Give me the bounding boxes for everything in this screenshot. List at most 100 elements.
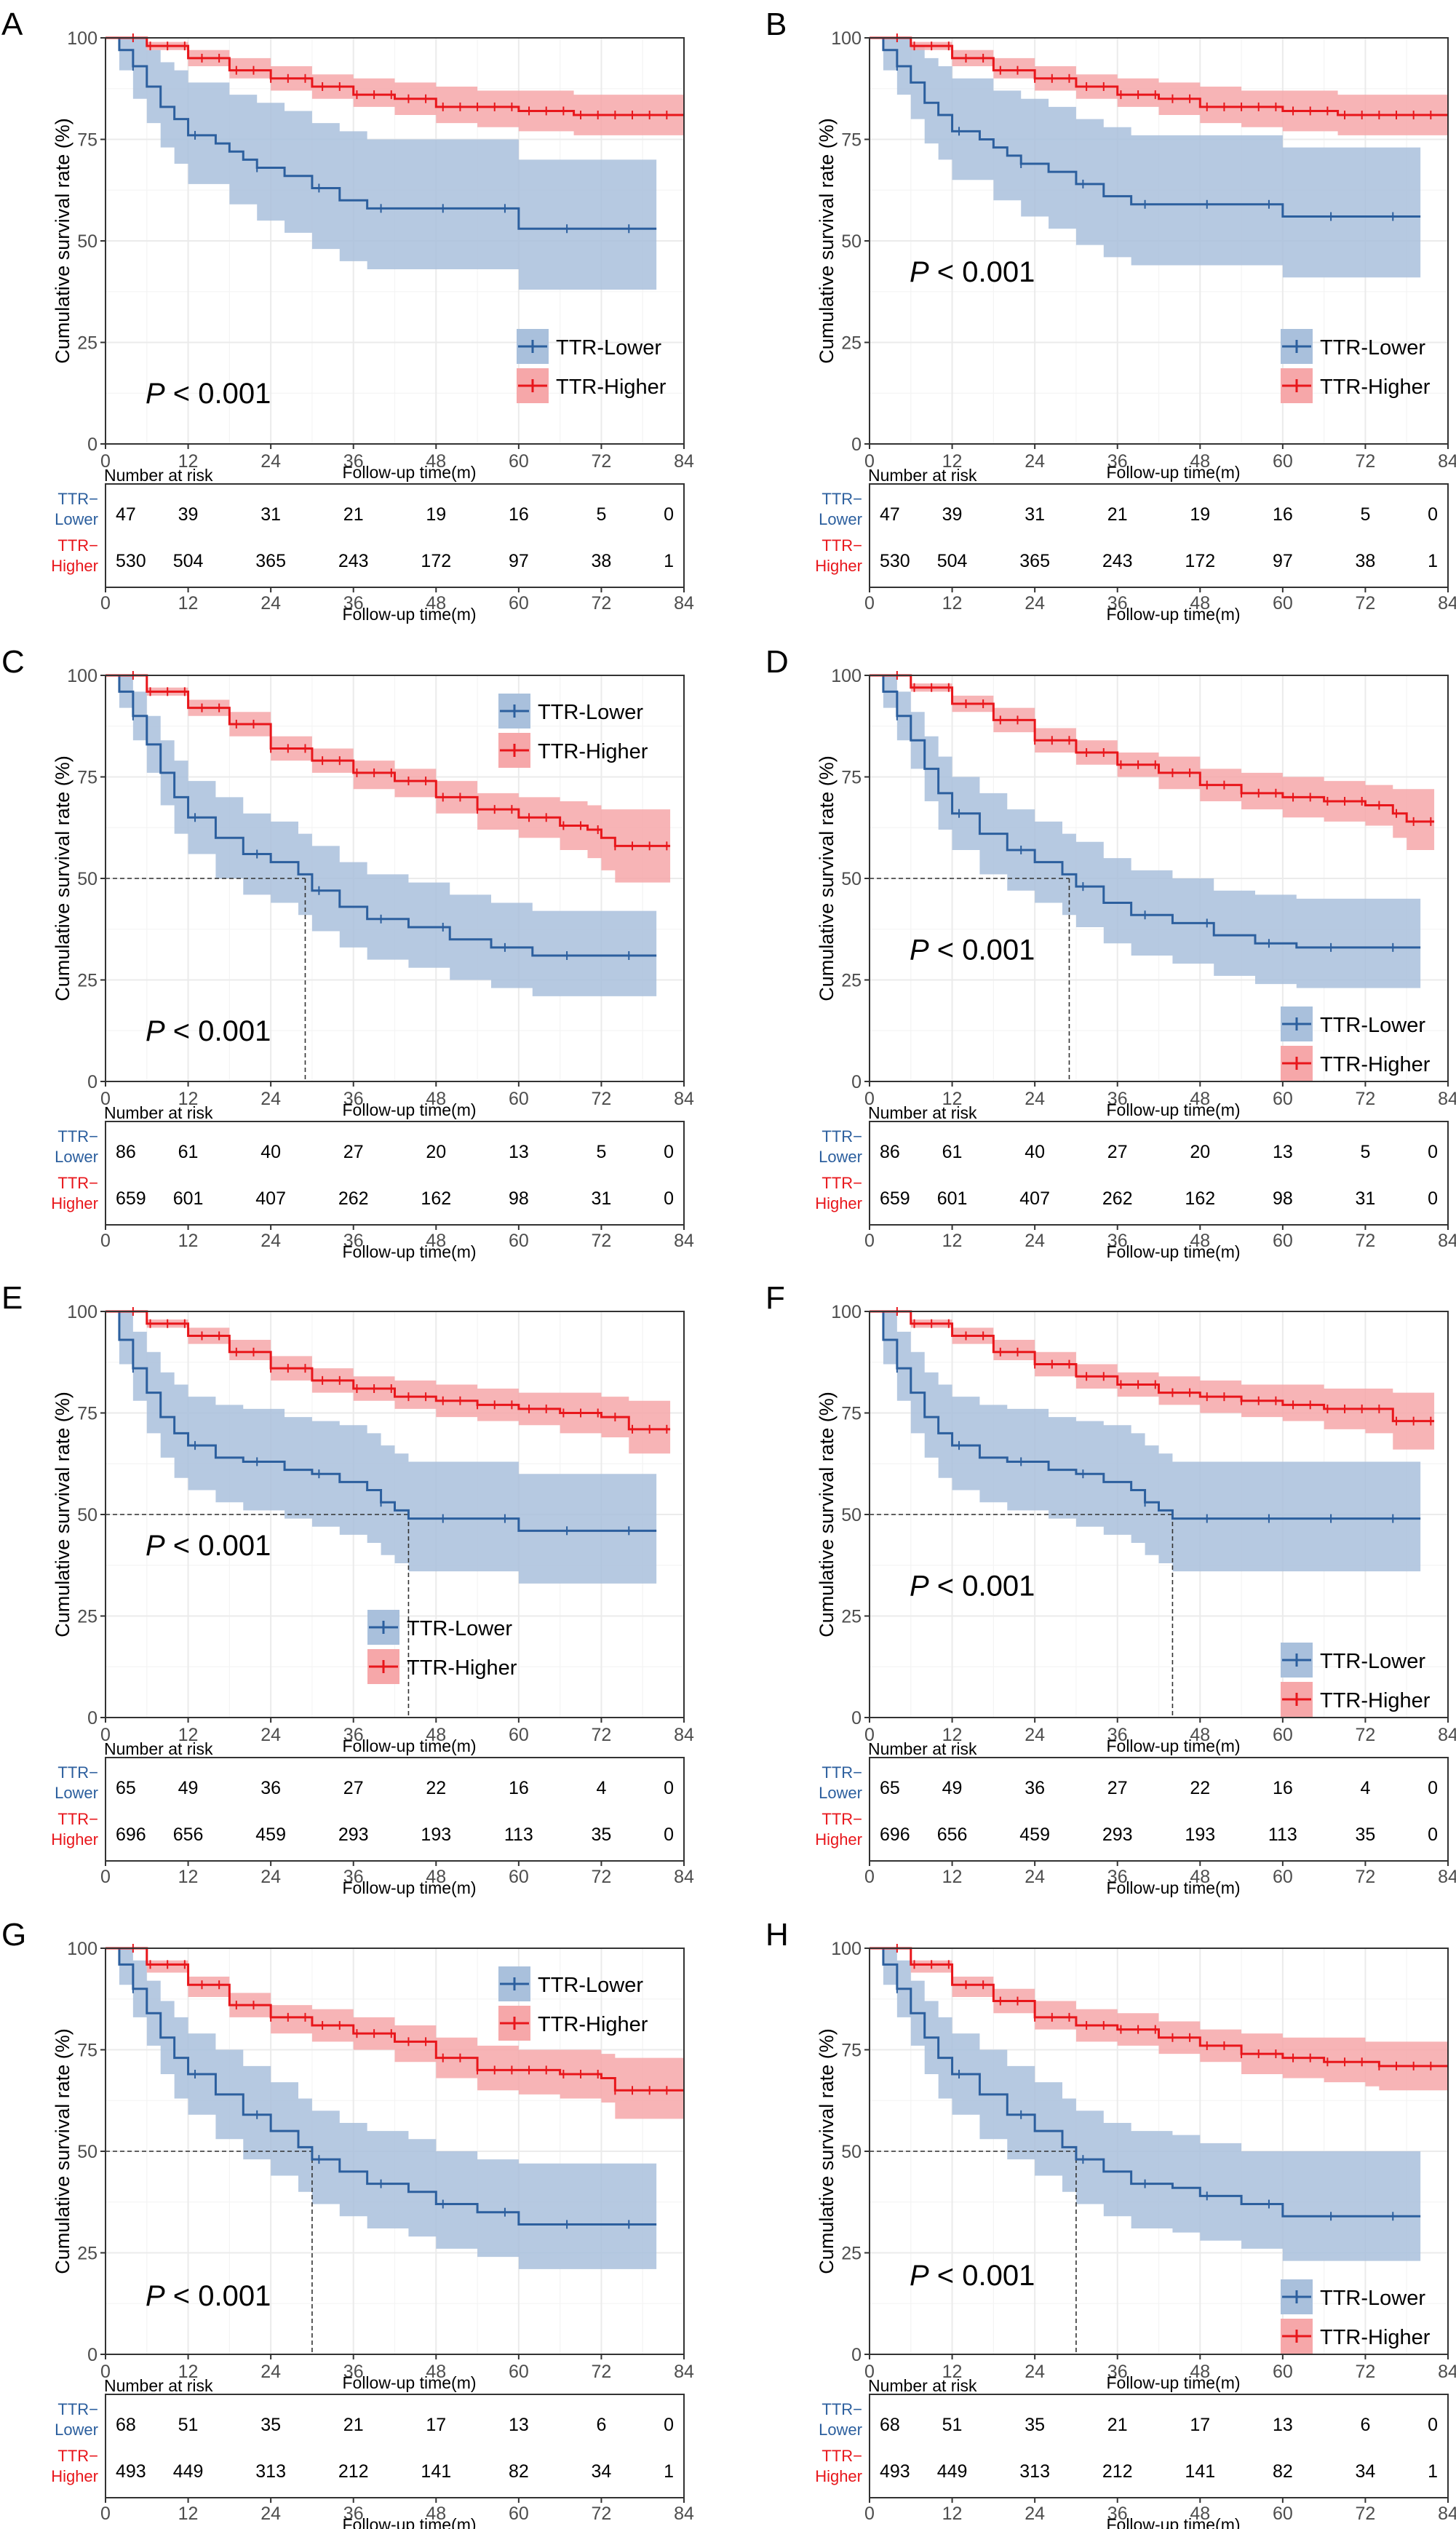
x-axis-title: Follow-up time(m): [1106, 2373, 1240, 2392]
survival-curve-higher: [870, 36, 1448, 116]
ci-band-higher: [106, 675, 671, 883]
censor-marks-lower: [896, 1364, 1394, 1523]
risk-count: 0: [1428, 1825, 1438, 1845]
risk-x-tick-label: 24: [1025, 2504, 1045, 2524]
survival-curve-higher: [106, 674, 671, 847]
risk-table: Number at risk TTR− Lower 86 61 40 27 20 13 5 0 TTR…: [51, 1103, 694, 1261]
y-tick-label: 75: [77, 768, 98, 788]
risk-count: 5: [596, 1142, 606, 1162]
risk-count: 61: [178, 1142, 199, 1162]
risk-count: 68: [116, 2415, 136, 2435]
p-value-text: < 0.001: [165, 378, 271, 410]
x-tick-label: 60: [1273, 1725, 1293, 1745]
risk-count: 31: [1025, 504, 1045, 525]
risk-count: 13: [509, 2415, 529, 2435]
legend-label-lower: TTR-Lower: [1320, 1014, 1425, 1037]
x-tick-label: 72: [592, 1089, 612, 1109]
x-tick-label: 12: [178, 1089, 199, 1109]
risk-count: 1: [664, 2461, 674, 2482]
risk-row-label-1: TTR−: [822, 1810, 862, 1828]
x-tick-label: 0: [864, 1089, 875, 1109]
x-tick-label: 36: [1107, 2362, 1128, 2382]
risk-x-tick-label: 0: [100, 1867, 111, 1887]
p-value: P < 0.001: [146, 378, 271, 410]
survival-curve-lower: [106, 674, 657, 957]
censor-marks-lower: [896, 1984, 1394, 2221]
risk-row-label-1: TTR−: [57, 1127, 98, 1146]
y-tick-label: 75: [841, 768, 862, 788]
p-value-symbol: P: [146, 1015, 165, 1047]
legend-label-lower: TTR-Lower: [538, 1974, 643, 1997]
risk-count: 313: [1019, 2461, 1050, 2482]
risk-x-axis-title: Follow-up time(m): [1106, 2515, 1240, 2529]
risk-row-label-2: Higher: [815, 1194, 862, 1212]
risk-table-border: [869, 1121, 1449, 1226]
ci-band-higher: [870, 1948, 1448, 2091]
p-value-symbol: P: [146, 1530, 165, 1562]
x-tick-label: 84: [1438, 1725, 1456, 1745]
ci-band-lower: [106, 1948, 657, 2269]
risk-count: 97: [509, 551, 529, 571]
y-tick-label: 50: [77, 869, 98, 889]
risk-row-label-2: Higher: [51, 2467, 98, 2485]
y-tick-label: 0: [851, 1072, 862, 1092]
risk-x-tick-label: 72: [1356, 593, 1376, 614]
risk-x-tick-label: 48: [426, 1231, 446, 1251]
risk-row-label-2: Higher: [51, 1194, 98, 1212]
risk-count: 68: [880, 2415, 900, 2435]
risk-count: 493: [880, 2461, 910, 2482]
risk-x-tick-label: 36: [1107, 1867, 1128, 1887]
risk-count: 696: [880, 1825, 910, 1845]
risk-count: 0: [664, 2415, 674, 2435]
risk-count: 21: [1107, 504, 1128, 525]
risk-count: 493: [116, 2461, 146, 2482]
x-tick-label: 12: [178, 1725, 199, 1745]
risk-count: 162: [1185, 1188, 1215, 1209]
risk-x-tick-label: 60: [509, 593, 529, 614]
y-axis-title: Cumulative survival rate (%): [816, 2028, 838, 2274]
x-tick-label: 48: [1190, 2362, 1210, 2382]
x-tick-label: 36: [1107, 1725, 1128, 1745]
risk-count: 21: [343, 2415, 364, 2435]
risk-row-label-1: TTR−: [57, 2447, 98, 2465]
censor-marks-lower: [896, 711, 1394, 952]
risk-table-title: Number at risk: [104, 2376, 213, 2395]
panel-label: D: [765, 644, 789, 680]
risk-x-tick-label: 72: [592, 593, 612, 614]
risk-table-border: [105, 2394, 685, 2498]
risk-x-tick-label: 72: [592, 1231, 612, 1251]
risk-count: 313: [255, 2461, 286, 2482]
risk-x-tick-label: 24: [260, 2504, 281, 2524]
x-tick-label: 72: [592, 2362, 612, 2382]
censor-marks-lower: [132, 711, 630, 961]
risk-count: 16: [509, 504, 529, 525]
p-value-symbol: P: [910, 256, 929, 288]
x-tick-label: 24: [260, 1725, 281, 1745]
risk-row-label-2: Lower: [819, 2421, 862, 2439]
risk-table-border: [869, 483, 1449, 588]
risk-count: 27: [1107, 1778, 1128, 1798]
legend-label-higher: TTR-Higher: [556, 376, 667, 399]
legend-label-lower: TTR-Lower: [556, 336, 661, 360]
legend: TTR-Lower TTR-Higher: [367, 1610, 517, 1684]
risk-row-label-1: TTR−: [57, 490, 98, 508]
p-value-symbol: P: [910, 934, 929, 966]
risk-table-border: [105, 483, 685, 588]
x-tick-label: 24: [1025, 2362, 1045, 2382]
risk-count: 47: [880, 504, 900, 525]
x-tick-label: 36: [1107, 451, 1128, 472]
survival-curve-lower: [870, 1947, 1421, 2218]
censor-marks-higher: [132, 671, 668, 851]
x-tick-label: 0: [864, 1725, 875, 1745]
risk-count: 21: [1107, 2415, 1128, 2435]
risk-count: 19: [1190, 504, 1210, 525]
censor-marks-lower: [132, 1364, 630, 1536]
risk-x-tick-label: 12: [942, 593, 963, 614]
risk-x-tick-label: 12: [942, 1231, 963, 1251]
risk-count: 293: [1102, 1825, 1133, 1845]
risk-count: 82: [509, 2461, 529, 2482]
y-tick-label: 100: [67, 666, 98, 686]
risk-x-tick-label: 36: [1107, 593, 1128, 614]
